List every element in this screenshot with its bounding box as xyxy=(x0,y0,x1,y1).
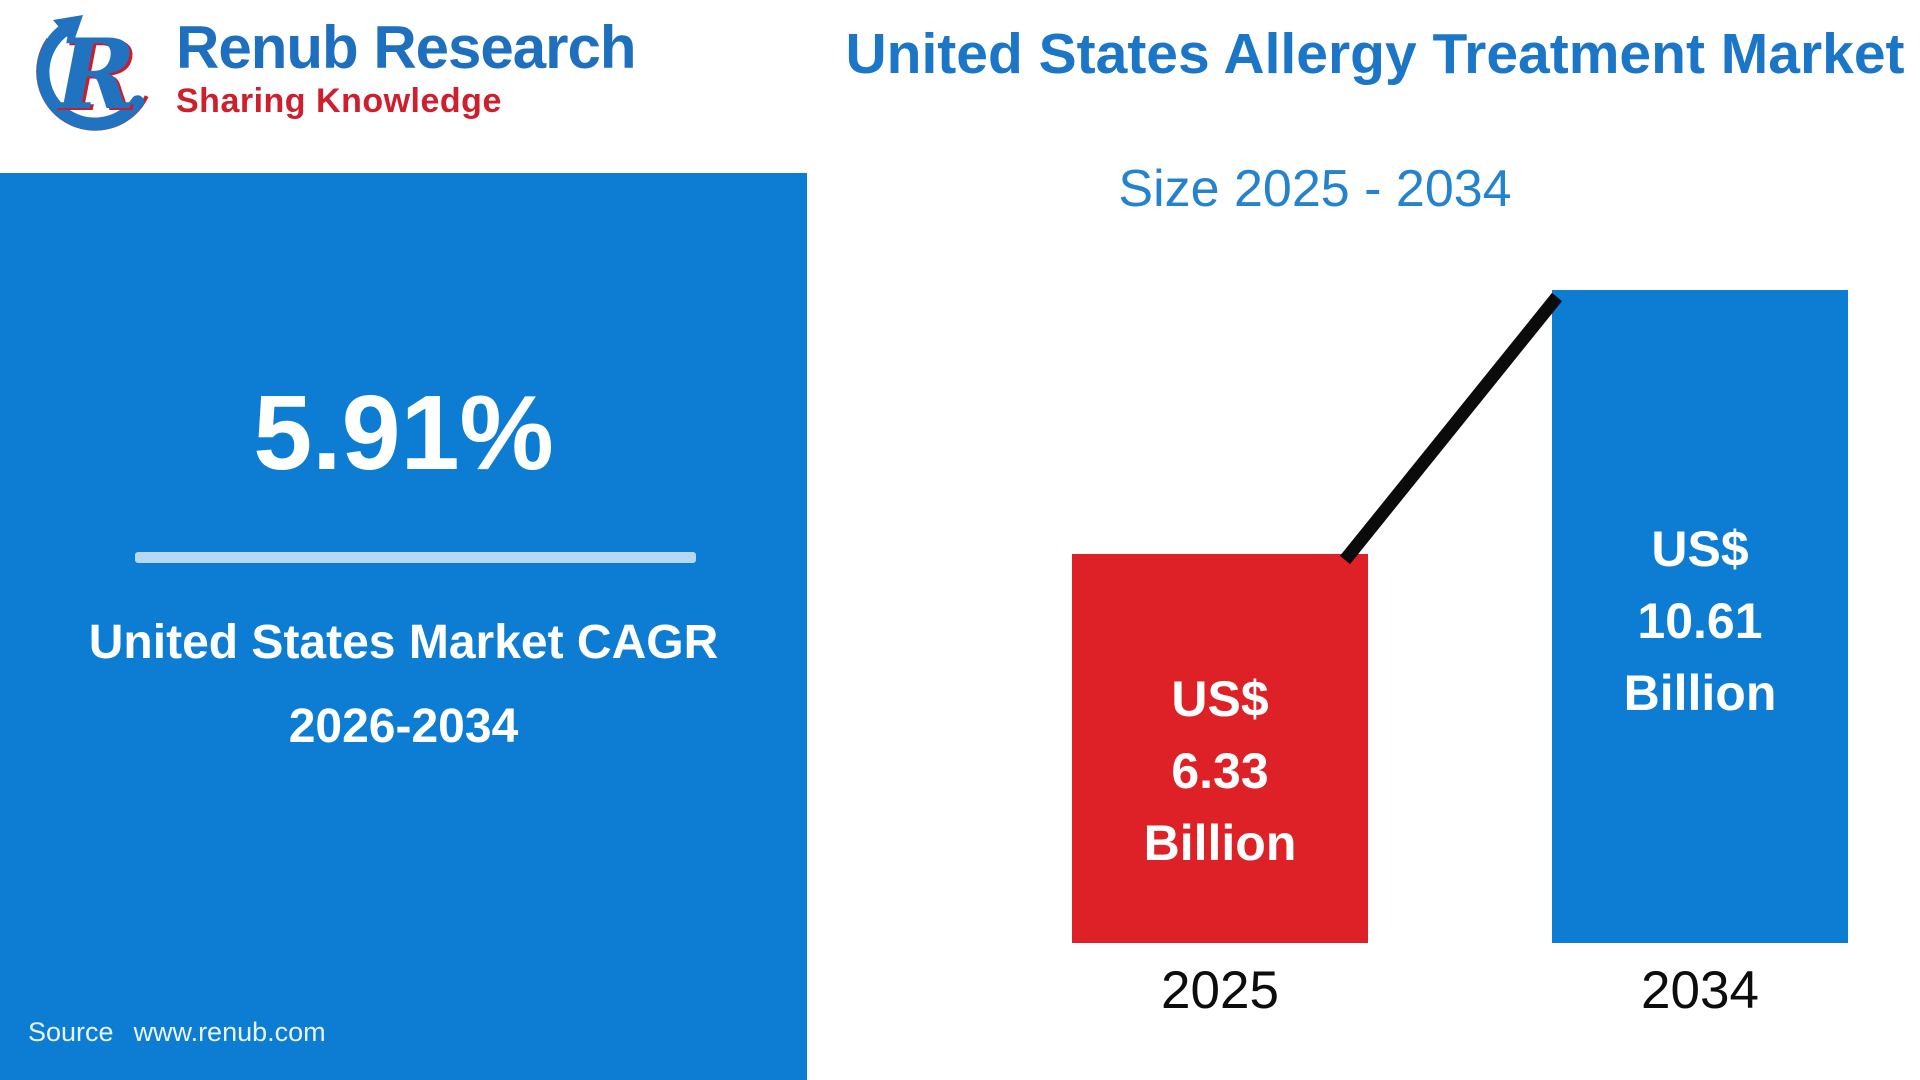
page-title: United States Allergy Treatment Market xyxy=(845,22,1905,86)
bar-2025-line-unit: Billion xyxy=(1143,814,1297,871)
source-label: Source xyxy=(28,1017,114,1047)
cagr-panel: 5.91% United States Market CAGR 2026-203… xyxy=(0,173,807,1080)
cagr-label: United States Market CAGR 2026-2034 xyxy=(0,601,807,769)
bar-2025: US$ 6.33 Billion xyxy=(1072,554,1368,943)
cagr-value: 5.91% xyxy=(253,374,554,492)
brand-tagline: Sharing Knowledge xyxy=(176,82,502,120)
logo-letter-shadow: R xyxy=(56,20,139,133)
bar-2034-line-amount: 10.61 xyxy=(1637,592,1763,649)
logo-arrow-icon xyxy=(53,15,83,44)
x-axis-label-2034: 2034 xyxy=(1641,961,1759,1020)
trend-line-segment xyxy=(1339,292,1563,565)
bar-2034: US$ 10.61 Billion xyxy=(1552,290,1848,943)
page-subtitle: Size 2025 - 2034 xyxy=(1118,160,1512,218)
bar-2025-line-currency: US$ xyxy=(1171,670,1269,727)
bar-2034-line-currency: US$ xyxy=(1651,520,1749,577)
bar-2034-line-unit: Billion xyxy=(1623,664,1777,721)
bar-2025-value-label: US$ 6.33 Billion xyxy=(1144,663,1297,879)
renub-logo-icon: R R xyxy=(36,15,149,133)
bar-2034-value-label: US$ 10.61 Billion xyxy=(1624,513,1777,729)
renub-logo: R R Renub Research Sharing Knowledge xyxy=(18,4,636,134)
source-url: www.renub.com xyxy=(133,1017,326,1047)
cagr-label-line1: United States Market CAGR xyxy=(88,616,719,669)
logo-letter: R xyxy=(53,18,136,131)
logo-blue-arc xyxy=(36,22,145,131)
x-axis-label-2025: 2025 xyxy=(1161,961,1279,1020)
cagr-label-line2: 2026-2034 xyxy=(288,700,519,753)
brand-name: Renub Research xyxy=(176,14,636,81)
logo-text: Renub Research Sharing Knowledge xyxy=(176,4,636,121)
bar-2025-line-amount: 6.33 xyxy=(1171,742,1269,799)
cagr-divider xyxy=(135,552,696,563)
source-note: Source www.renub.com xyxy=(28,1017,326,1048)
